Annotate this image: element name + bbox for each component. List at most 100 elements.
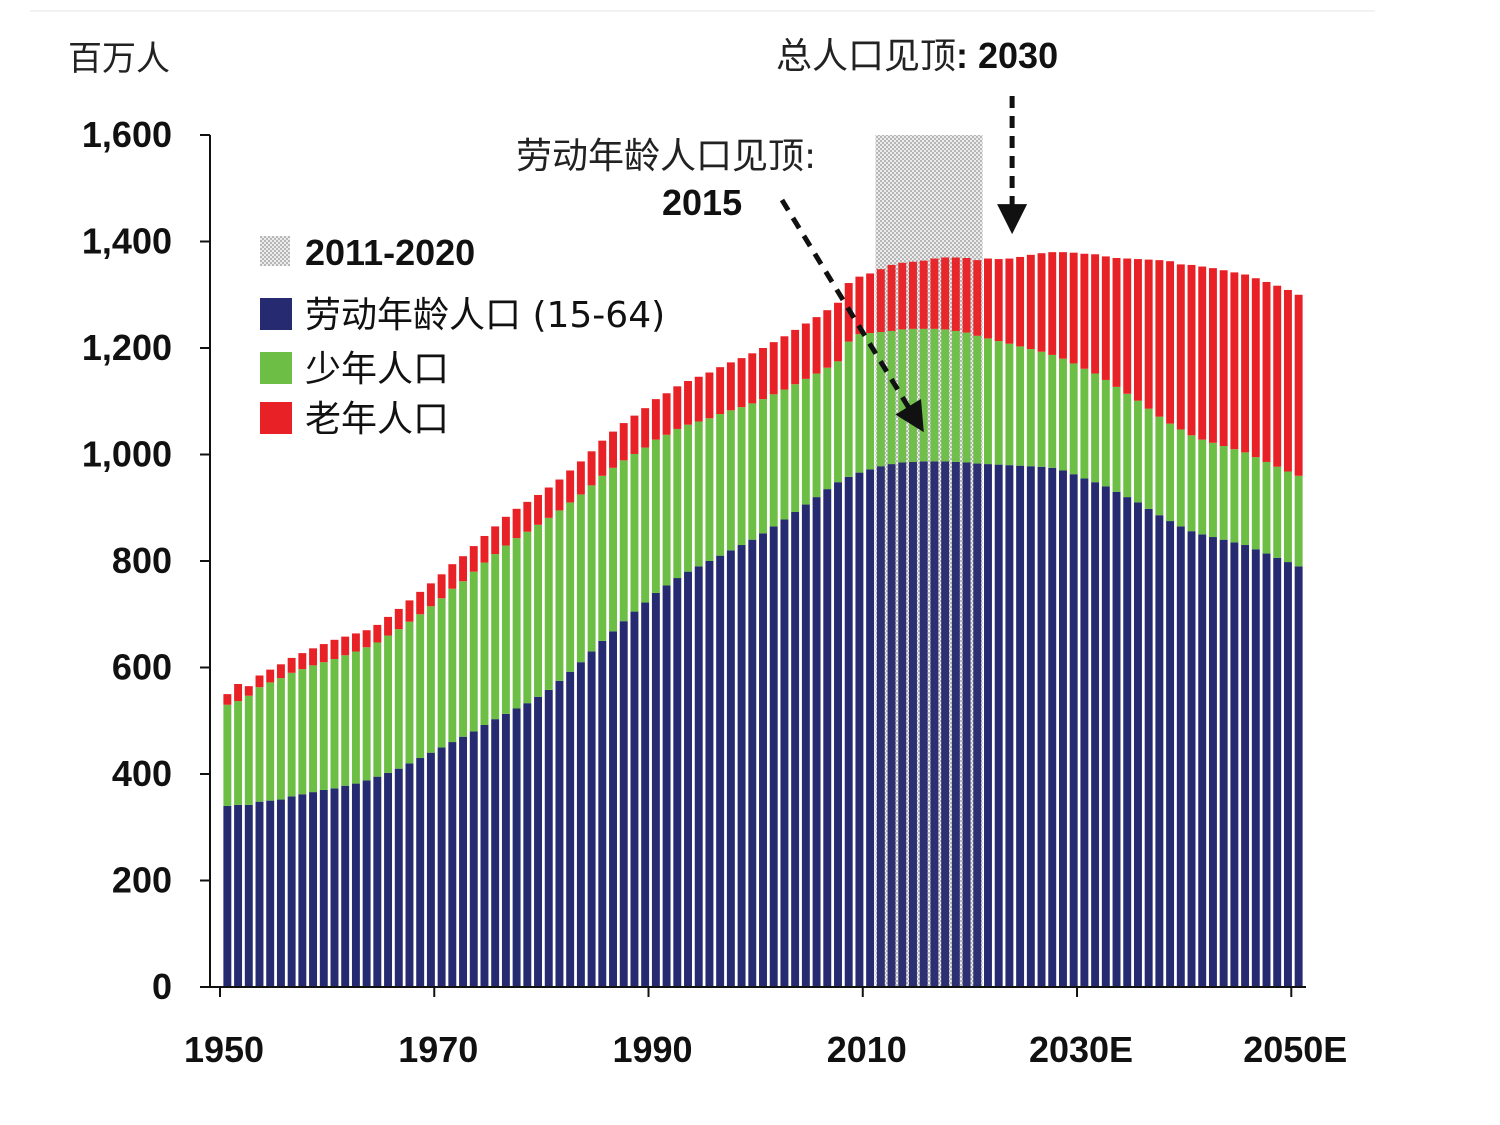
bar-youth-1950 <box>223 704 232 806</box>
bar-elderly-1988 <box>630 415 639 454</box>
bar-working-age-1974 <box>480 725 489 987</box>
bar-youth-2008 <box>844 341 853 477</box>
bar-working-age-2022 <box>994 464 1003 987</box>
bar-working-age-2033 <box>1112 491 1121 987</box>
bar-elderly-1976 <box>501 516 510 546</box>
bar-youth-2034 <box>1123 393 1132 498</box>
bar-working-age-2006 <box>823 489 832 987</box>
bar-working-age-2046 <box>1251 549 1260 987</box>
y-tick-label-1000: 1,000 <box>82 434 172 475</box>
bar-elderly-1971 <box>448 564 457 589</box>
bar-youth-1984 <box>587 485 596 652</box>
annotation-total-peak-text: 总人口见顶: 2030 <box>776 35 1058 77</box>
bar-elderly-1970 <box>437 574 446 599</box>
bar-elderly-1981 <box>555 479 564 511</box>
bar-youth-1954 <box>266 682 275 801</box>
bar-working-age-2038 <box>1166 521 1175 987</box>
bar-elderly-1990 <box>651 399 660 440</box>
bar-working-age-2021 <box>984 464 992 988</box>
x-tick-label-2010: 2010 <box>827 1029 907 1070</box>
bar-youth-2018 <box>951 330 960 462</box>
bar-working-age-1992 <box>673 578 682 987</box>
bar-working-age-2029 <box>1069 474 1078 987</box>
bar-working-age-1983 <box>576 662 585 987</box>
bar-working-age-1980 <box>544 689 553 987</box>
bar-working-age-2017 <box>941 461 950 987</box>
bar-elderly-1972 <box>459 556 468 582</box>
bar-youth-1973 <box>469 571 478 732</box>
bar-working-age-2034 <box>1123 497 1132 987</box>
bar-elderly-2036 <box>1144 259 1153 409</box>
bar-elderly-1962 <box>351 633 360 652</box>
bar-elderly-1986 <box>609 431 617 468</box>
y-tick-label-200: 200 <box>112 860 172 901</box>
bar-working-age-1950 <box>223 805 232 987</box>
bar-elderly-2032 <box>1101 256 1110 380</box>
bar-elderly-2000 <box>759 348 767 400</box>
bar-youth-2013 <box>898 329 907 463</box>
bar-working-age-2045 <box>1241 545 1250 987</box>
bar-working-age-1959 <box>319 789 328 987</box>
bar-elderly-2037 <box>1155 260 1164 417</box>
bar-working-age-1997 <box>726 550 735 987</box>
bar-youth-2033 <box>1112 386 1121 492</box>
bar-working-age-2007 <box>834 482 842 987</box>
bar-working-age-1987 <box>619 621 628 987</box>
bar-elderly-1956 <box>287 657 296 673</box>
bar-youth-2043 <box>1219 445 1228 540</box>
bar-youth-1983 <box>576 494 585 663</box>
bar-youth-2010 <box>866 333 875 470</box>
bar-working-age-2019 <box>962 462 971 987</box>
bar-working-age-2009 <box>855 472 864 987</box>
bar-youth-1951 <box>234 701 243 805</box>
bar-working-age-2050 <box>1294 566 1303 987</box>
bar-youth-1972 <box>459 581 468 737</box>
bar-elderly-1991 <box>662 393 671 435</box>
bar-working-age-1964 <box>373 776 382 987</box>
bar-youth-1994 <box>694 421 703 567</box>
bar-youth-1975 <box>491 554 500 720</box>
bar-elderly-2028 <box>1059 252 1067 359</box>
bar-elderly-2006 <box>823 310 832 368</box>
bar-working-age-1989 <box>641 602 650 987</box>
bar-elderly-2015 <box>919 260 928 329</box>
bar-youth-1998 <box>737 407 746 546</box>
bar-youth-1959 <box>319 662 328 790</box>
bar-elderly-2044 <box>1230 272 1239 450</box>
bar-youth-2044 <box>1230 449 1239 543</box>
bar-elderly-2010 <box>866 273 875 334</box>
bar-working-age-2048 <box>1273 557 1282 987</box>
bar-working-age-2024 <box>1016 465 1025 987</box>
bar-working-age-1993 <box>684 571 692 987</box>
bar-working-age-2023 <box>1005 465 1014 987</box>
bar-youth-1986 <box>609 467 617 632</box>
bar-youth-1985 <box>598 475 607 641</box>
bar-youth-2001 <box>769 394 778 527</box>
x-tick-label-1970: 1970 <box>398 1029 478 1070</box>
annotation-working-peak: 劳动年龄人口见顶: 2015 <box>516 136 924 433</box>
bar-elderly-1983 <box>576 461 585 495</box>
bar-youth-2000 <box>759 399 767 534</box>
bar-youth-2011 <box>876 332 885 467</box>
bar-elderly-1984 <box>587 451 596 486</box>
bar-elderly-1994 <box>694 376 703 422</box>
y-tick-label-400: 400 <box>112 753 172 794</box>
bar-elderly-1952 <box>244 686 253 696</box>
bar-youth-1978 <box>523 531 532 704</box>
bar-working-age-1998 <box>737 545 746 987</box>
bar-elderly-2041 <box>1198 266 1207 440</box>
bar-elderly-2007 <box>834 302 842 362</box>
bar-working-age-1962 <box>351 783 360 987</box>
bar-working-age-1968 <box>416 758 425 987</box>
bar-youth-1969 <box>426 606 435 753</box>
bar-youth-2049 <box>1283 471 1292 563</box>
bar-youth-1958 <box>309 665 318 793</box>
y-tick-label-1600: 1,600 <box>82 114 172 155</box>
bar-working-age-1960 <box>330 788 339 987</box>
bar-youth-2038 <box>1166 423 1175 522</box>
bar-elderly-1977 <box>512 508 521 539</box>
bar-elderly-2013 <box>898 262 907 330</box>
bar-working-age-2010 <box>866 469 875 987</box>
bar-elderly-1955 <box>276 664 285 679</box>
